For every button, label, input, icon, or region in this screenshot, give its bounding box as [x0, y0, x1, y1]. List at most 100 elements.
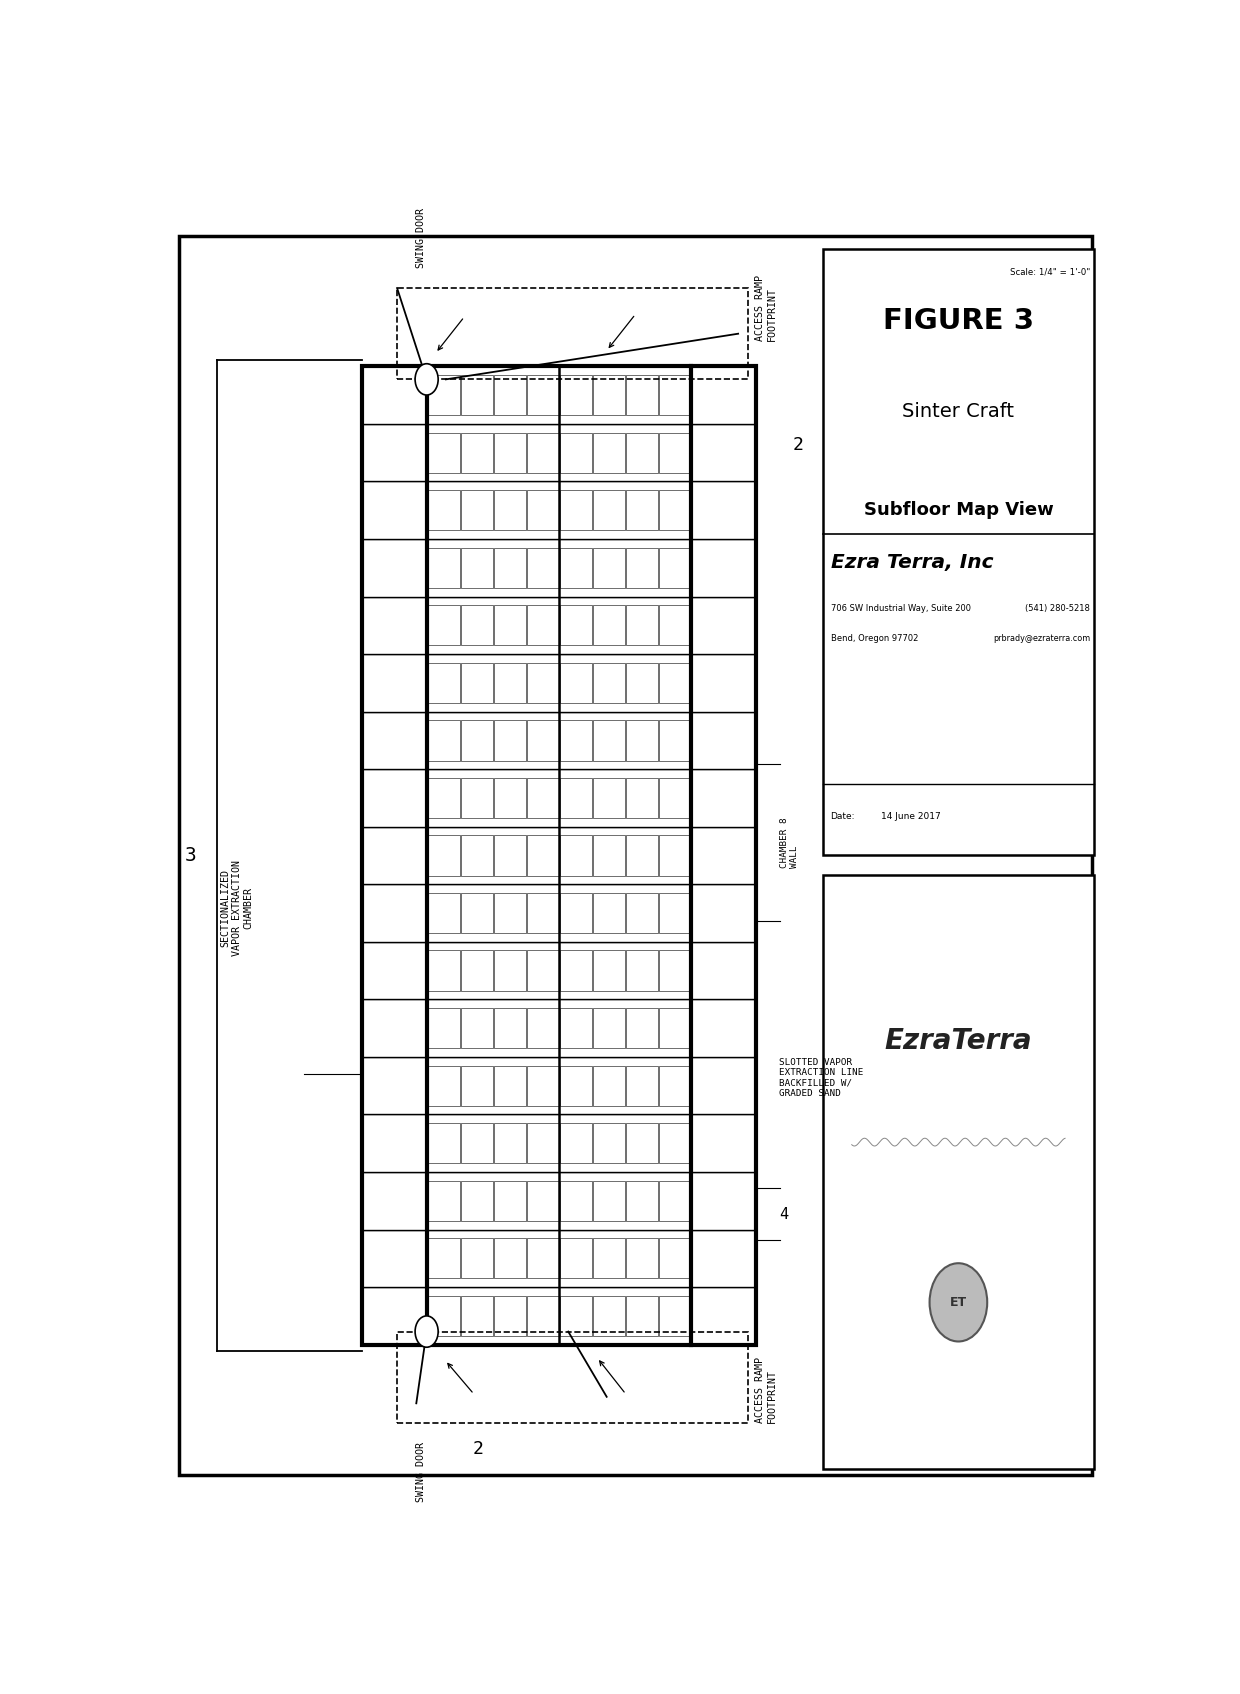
Bar [658, 778, 691, 818]
Text: ACCESS RAMP
FOOTPRINT: ACCESS RAMP FOOTPRINT [755, 1357, 777, 1423]
Bar [494, 720, 526, 761]
Bar [658, 1181, 691, 1221]
Bar [527, 662, 558, 703]
Bar [559, 835, 591, 876]
Bar [527, 432, 558, 473]
Bar [362, 366, 755, 424]
Bar [625, 1066, 657, 1106]
Bar [658, 1066, 691, 1106]
Text: 706 SW Industrial Way, Suite 200: 706 SW Industrial Way, Suite 200 [831, 603, 971, 613]
Bar [593, 1296, 625, 1337]
Bar [527, 490, 558, 530]
Bar [428, 778, 460, 818]
Bar [658, 1238, 691, 1279]
Bar [625, 720, 657, 761]
Bar [593, 490, 625, 530]
Bar [823, 876, 1094, 1469]
Bar [625, 778, 657, 818]
Bar [362, 1057, 755, 1115]
Bar [527, 835, 558, 876]
Bar [428, 720, 460, 761]
Bar [593, 662, 625, 703]
Text: Scale: 1/4" = 1'-0": Scale: 1/4" = 1'-0" [1009, 268, 1090, 276]
Bar [658, 720, 691, 761]
Bar [428, 374, 460, 415]
Text: 4: 4 [779, 1206, 787, 1221]
Bar [428, 950, 460, 991]
Text: ET: ET [950, 1296, 967, 1309]
Bar [494, 893, 526, 933]
Bar [397, 288, 748, 379]
Bar [494, 778, 526, 818]
Bar [460, 490, 492, 530]
Bar [625, 835, 657, 876]
Bar [658, 893, 691, 933]
Bar [460, 720, 492, 761]
Bar [362, 942, 755, 999]
Text: SLOTTED VAPOR
EXTRACTION LINE
BACKFILLED W/
GRADED SAND: SLOTTED VAPOR EXTRACTION LINE BACKFILLED… [779, 1057, 863, 1098]
Text: 14 June 2017: 14 June 2017 [880, 811, 940, 822]
Bar [527, 950, 558, 991]
Bar [559, 1296, 591, 1337]
Bar [559, 1181, 591, 1221]
Bar [428, 1181, 460, 1221]
Bar [658, 950, 691, 991]
Bar [559, 547, 591, 588]
Bar [494, 662, 526, 703]
Bar [362, 596, 755, 654]
Bar [460, 893, 492, 933]
Text: Subfloor Map View: Subfloor Map View [863, 501, 1053, 518]
Bar [527, 720, 558, 761]
Bar [428, 662, 460, 703]
Bar [593, 432, 625, 473]
Bar [460, 950, 492, 991]
Bar [494, 1123, 526, 1164]
Bar [559, 950, 591, 991]
Text: SWING DOOR: SWING DOOR [417, 1442, 427, 1503]
Bar [527, 1296, 558, 1337]
Text: ACCESS RAMP
FOOTPRINT: ACCESS RAMP FOOTPRINT [755, 274, 777, 340]
Bar [362, 769, 755, 827]
Bar [428, 605, 460, 645]
Bar [658, 374, 691, 415]
Bar [593, 1008, 625, 1049]
Bar [494, 1296, 526, 1337]
Bar [362, 827, 755, 884]
Bar [428, 1123, 460, 1164]
Bar [494, 1238, 526, 1279]
Bar [593, 1181, 625, 1221]
Bar [494, 1008, 526, 1049]
Bar [527, 605, 558, 645]
Bar [823, 249, 1094, 855]
Bar [428, 1296, 460, 1337]
Circle shape [930, 1264, 987, 1342]
Bar [460, 778, 492, 818]
Bar [593, 778, 625, 818]
Bar [658, 1008, 691, 1049]
Text: Bend, Oregon 97702: Bend, Oregon 97702 [831, 634, 918, 642]
Bar [362, 1172, 755, 1230]
Bar [362, 481, 755, 539]
Bar [494, 950, 526, 991]
Bar [625, 893, 657, 933]
Bar [460, 374, 492, 415]
Bar [625, 490, 657, 530]
Text: (541) 280-5218: (541) 280-5218 [1025, 603, 1090, 613]
Bar [362, 999, 755, 1057]
Bar [559, 490, 591, 530]
Text: Ezra Terra, Inc: Ezra Terra, Inc [831, 554, 993, 573]
Bar [593, 835, 625, 876]
Bar [494, 835, 526, 876]
Bar [362, 1115, 755, 1172]
Bar [625, 1238, 657, 1279]
Bar [658, 432, 691, 473]
Bar [428, 835, 460, 876]
Bar [494, 605, 526, 645]
Text: SECTIONALIZED
VAPOR EXTRACTION
CHAMBER: SECTIONALIZED VAPOR EXTRACTION CHAMBER [219, 859, 253, 955]
Bar [527, 893, 558, 933]
Bar [527, 374, 558, 415]
Bar [625, 1296, 657, 1337]
Text: Sinter Craft: Sinter Craft [903, 403, 1014, 422]
Bar [625, 547, 657, 588]
Text: prbrady@ezraterra.com: prbrady@ezraterra.com [993, 634, 1090, 642]
